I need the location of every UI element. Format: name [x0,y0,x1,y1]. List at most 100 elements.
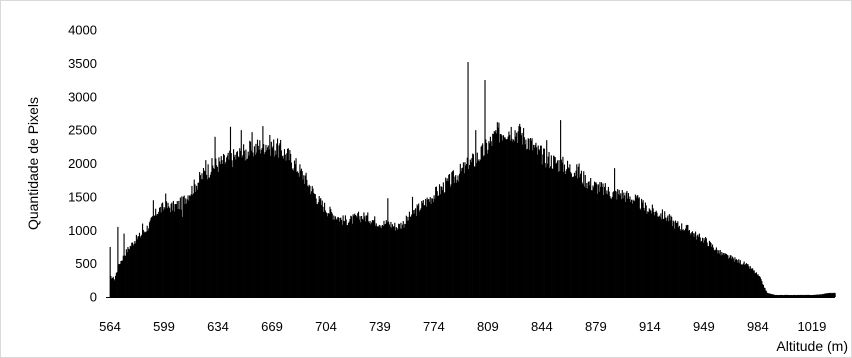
histogram-bar [233,157,235,297]
histogram-bar [720,255,722,297]
x-tick-label: 809 [477,319,499,334]
histogram-bar [513,141,515,297]
histogram-bar [707,245,709,297]
histogram-bar [782,295,784,297]
histogram-bar [261,147,263,297]
histogram-bar [117,226,119,297]
histogram-bar [624,201,626,297]
histogram-bar [286,153,288,297]
histogram-bar [381,224,383,297]
histogram-bar [747,264,749,297]
histogram-bar [793,295,795,297]
histogram-bar [823,293,825,297]
histogram-bar [438,184,441,297]
histogram-bar [791,295,793,297]
histogram-bar [745,264,747,297]
histogram-bar [411,214,413,297]
histogram-bar [355,215,357,297]
histogram-bar [491,146,493,297]
histogram-bar [202,167,205,297]
histogram-bar [778,294,780,297]
histogram-bar [556,160,559,297]
histogram-bar [266,147,269,297]
histogram-bar [499,133,501,297]
histogram-bar [798,294,800,297]
histogram-bar [733,261,735,297]
histogram-bar [121,260,123,297]
histogram-bar [681,230,684,297]
x-tick-label: 669 [261,319,283,334]
histogram-bar [735,259,737,297]
histogram-bar [529,149,531,297]
histogram-bar [182,196,185,297]
histogram-bar [395,227,397,297]
histogram-bar [510,126,512,297]
histogram-bar [584,174,586,297]
histogram-bar [678,227,680,297]
histogram-bar [663,218,665,297]
histogram-bar [681,223,683,297]
histogram-bar [610,198,613,297]
histogram-bar [664,211,666,297]
y-tick-label: 1000 [68,223,97,238]
histogram-bar [221,160,223,297]
histogram-bar [786,294,788,297]
histogram-bar [317,204,319,297]
histogram-bar [813,294,815,297]
histogram-bar [136,239,138,297]
histogram-bar [553,155,555,297]
histogram-bar [312,188,314,297]
histogram-bar [677,221,679,297]
histogram-bar [465,165,467,297]
histogram-bar [777,295,779,297]
histogram-bar [760,279,762,297]
histogram-bar [644,202,646,297]
histogram-bar [206,179,208,297]
histogram-bar [680,230,682,297]
histogram-bar [554,157,556,297]
histogram-bar [155,208,157,297]
histogram-bar [452,170,454,297]
histogram-bar [374,216,376,297]
histogram-bar [563,171,565,297]
histogram-bar [834,293,836,297]
histogram-bar [764,287,766,297]
histogram-bar [376,226,378,297]
histogram-bar [526,149,528,297]
histogram-bar [455,175,457,297]
histogram-bar [352,214,354,297]
histogram-bar [820,294,822,297]
histogram-bar [691,232,693,297]
histogram-bar [799,295,801,297]
histogram-bar [314,194,316,297]
histogram-bar [571,176,573,297]
x-tick-label: 844 [531,319,553,334]
histogram-bar [359,216,361,297]
histogram-bar [307,186,309,297]
histogram-bar [424,205,426,297]
histogram-bar [190,194,192,297]
histogram-bar [829,293,832,297]
histogram-bar [205,160,207,297]
histogram-bar [347,222,350,297]
histogram-bar [642,200,644,297]
histogram-bar [128,249,131,297]
histogram-bar [425,206,427,297]
histogram-bar [627,193,630,297]
histogram-bar [506,139,508,297]
histogram-bar [542,154,544,297]
histogram-bar [612,192,614,297]
histogram-bar [193,179,195,297]
histogram-bar [509,140,512,297]
x-tick-label: 634 [207,319,229,334]
histogram-bar [481,145,483,297]
histogram-bar [476,152,478,297]
histogram-bar [602,183,604,297]
histogram-bar [703,238,705,297]
histogram-bar [564,174,566,297]
histogram-bar [654,211,657,297]
histogram-bar [749,268,751,297]
y-tick-label: 2500 [68,123,97,138]
histogram-bar [782,295,785,297]
